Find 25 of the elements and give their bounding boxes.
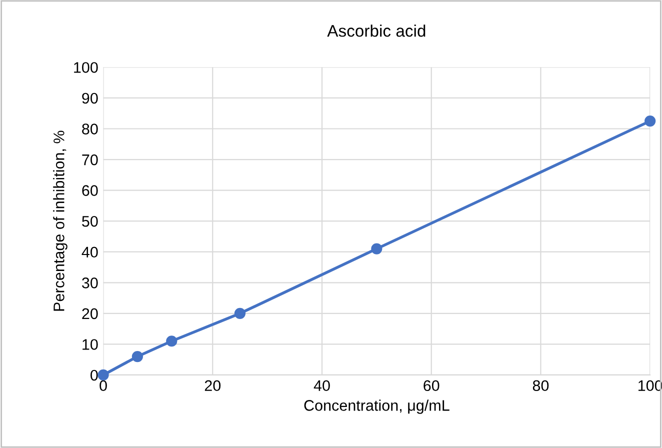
y-tick-label: 60	[82, 185, 98, 196]
y-tick-label: 70	[82, 154, 98, 166]
y-tick-label: 0	[90, 370, 98, 381]
x-tick-label: 0	[100, 380, 107, 392]
y-tick-label: 90	[82, 92, 98, 104]
y-tick-label: 50	[82, 216, 98, 227]
chart-title: Ascorbic acid	[327, 24, 426, 37]
point	[98, 369, 109, 381]
x-axis-title: Concentration, μg/mL	[304, 400, 450, 414]
point	[644, 116, 656, 127]
point	[166, 336, 178, 347]
y-axis-title: Percentage of inhibition, %	[53, 130, 68, 311]
y-tick-label: 100	[74, 62, 98, 73]
y-tick-label: 10	[82, 339, 98, 350]
point	[371, 243, 382, 254]
y-tick-label: 80	[82, 124, 98, 134]
point	[234, 308, 246, 319]
x-tick-label: 60	[424, 380, 440, 392]
x-tick-label: 80	[532, 380, 549, 392]
y-tick-label: 20	[82, 308, 98, 320]
x-tick-label: 20	[204, 380, 221, 392]
y-tick-label: 40	[82, 246, 98, 258]
point	[132, 350, 144, 362]
y-tick-label: 30	[82, 278, 98, 288]
x-tick-label: 40	[314, 380, 330, 392]
